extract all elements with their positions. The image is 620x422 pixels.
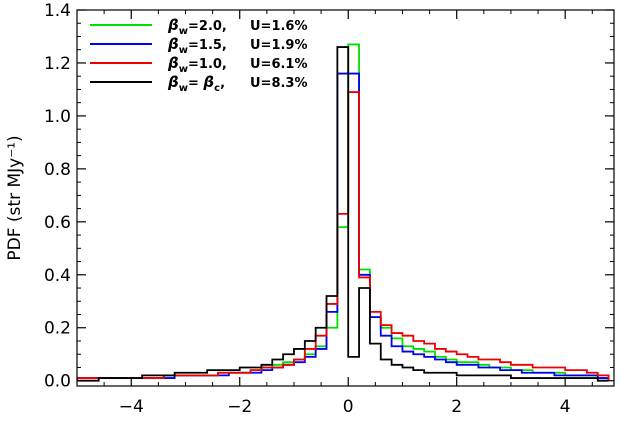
legend-label: βw= βc, [167,73,225,94]
series-line-3 [77,91,610,381]
legend-uncertainty: U=8.3% [250,76,308,91]
x-tick-label: −4 [119,397,144,417]
plot-frame [76,9,615,387]
legend-label: βw=2.0, [167,16,227,37]
y-tick-label: 1.4 [44,1,71,21]
legend-entry-2: βw=1.5, U=1.9% [90,35,308,56]
series-line-4 [77,46,609,382]
series-layer [77,43,610,382]
y-tick-label: 1.2 [44,54,71,74]
x-tick-label: 2 [451,397,462,417]
legend-entry-1: βw=2.0, U=1.6% [90,16,308,37]
y-tick-label: 0.8 [44,160,71,180]
legend-entry-3: βw=1.0, U=6.1% [90,54,308,75]
legend: βw=2.0, U=1.6%βw=1.5, U=1.9%βw=1.0, U=6.1%β… [90,16,308,94]
x-tick-label: 4 [560,397,571,417]
y-tick-label: 1.0 [44,107,71,127]
y-tick-label: 0.2 [44,319,71,339]
x-tick-label: 0 [343,397,354,417]
y-tick-label: 0.6 [44,213,71,233]
ticks-layer [76,9,614,386]
legend-uncertainty: U=1.9% [250,38,308,53]
y-tick-label: 0.4 [44,266,71,286]
legend-entry-4: βw= βc, U=8.3% [90,73,308,94]
y-tick-label: 0.0 [44,372,71,392]
x-tick-label: −2 [227,397,252,417]
legend-uncertainty: U=6.1% [250,57,308,72]
legend-uncertainty: U=1.6% [250,19,308,34]
y-axis-label: PDF (str MJy⁻¹) [5,135,25,260]
tick-labels-layer: −4 −2 0 2 4 0.0 0.2 0.4 0.6 0.8 1.0 1.2 1.4 [44,1,571,417]
legend-label: βw=1.0, [167,54,227,75]
legend-label: βw=1.5, [167,35,227,56]
series-line-1 [77,43,610,381]
